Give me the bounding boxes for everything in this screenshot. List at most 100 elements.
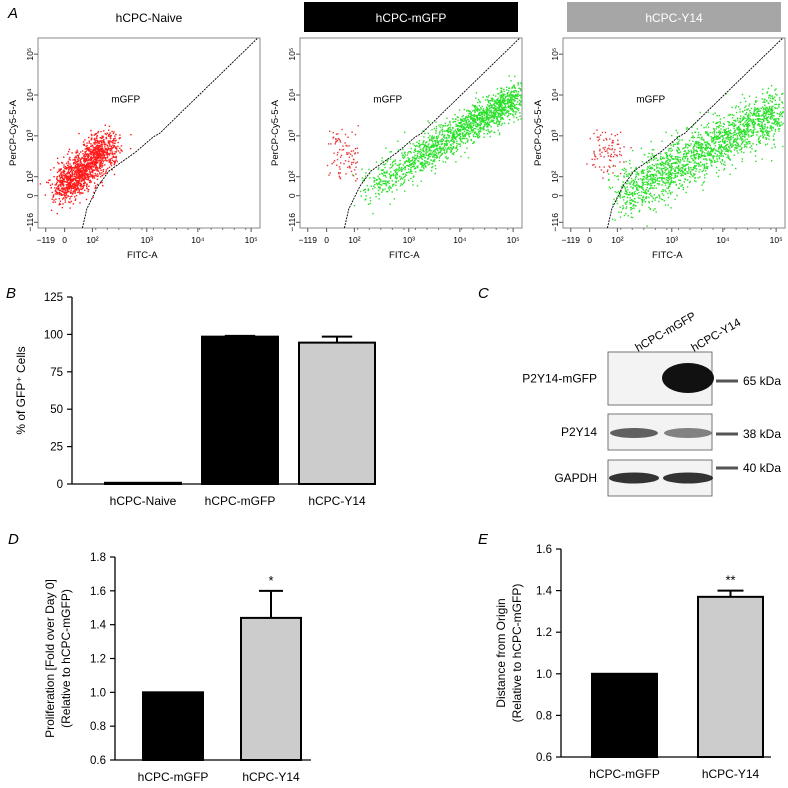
y-tick-label: 1.2 <box>90 654 106 666</box>
marker-label: 40 kDa <box>743 461 781 475</box>
y-tick-label: 0.6 <box>90 755 106 767</box>
flow-x-tick-label: 10⁴ <box>453 235 466 245</box>
flow-y-tick-label: 10² <box>550 170 560 182</box>
blot-row-label: P2Y14-mGFP <box>522 372 597 386</box>
flow-y-tick-label: 10⁵ <box>550 48 560 61</box>
flow-y-tick-label: 10⁵ <box>25 48 35 61</box>
panel-letter-d: D <box>8 531 19 548</box>
y-tick-label: 1.6 <box>90 586 106 598</box>
category-label: hCPC-Y14 <box>702 767 760 781</box>
flow-plot-frame <box>562 37 786 229</box>
y-axis-label: Distance from Origin <box>494 598 508 707</box>
flow-y-tick-label: 0 <box>25 193 35 198</box>
flow-plot: hCPC-Naive mGFP −119 0 10² 10³ 10⁴ 10⁵ −116 0 10² 1… <box>8 2 261 261</box>
blot-row-label: GAPDH <box>554 471 597 485</box>
flow-y-axis-label: PerCP-Cy5-5-A <box>270 99 281 166</box>
flow-plot: hCPC-mGFP mGFP −119 0 10² 10³ 10⁴ 10⁵ −116 0 10² 10… <box>270 2 523 261</box>
bar-chart-e: 0.6 0.8 1.0 1.2 1.4 1.6 Distance from Origin (R… <box>494 544 771 781</box>
category-label: hCPC-Y14 <box>308 494 366 508</box>
blot-band <box>663 472 713 484</box>
y-tick-label: 100 <box>44 329 63 341</box>
flow-y-tick-label: −116 <box>25 213 35 232</box>
category-label: hCPC-Y14 <box>242 770 300 784</box>
flow-x-tick-label: 10⁴ <box>191 235 204 245</box>
y-tick-label: 125 <box>44 292 63 304</box>
flow-x-tick-label: 10³ <box>666 235 678 245</box>
y-tick-label: 75 <box>50 367 63 379</box>
blot-band <box>662 363 714 393</box>
flow-plot-header <box>42 2 256 32</box>
flow-y-axis-label: PerCP-Cy5-5-A <box>8 99 19 166</box>
bar <box>697 595 764 759</box>
flow-x-axis-label: FITC-A <box>389 250 420 261</box>
bar-chart-panels: 0 25 50 75 100 125 % of GFP⁺ Cells hCPC-Naive hC… <box>14 292 771 784</box>
flow-x-tick-label: 10² <box>348 235 360 245</box>
panel-letter-b: B <box>6 285 16 302</box>
flow-y-tick-label: 10² <box>287 170 297 182</box>
panel-letter-c: C <box>478 285 489 302</box>
y-tick-label: 1.0 <box>90 687 106 699</box>
flow-y-tick-label: 0 <box>550 193 560 198</box>
flow-x-axis-label: FITC-A <box>127 250 158 261</box>
flow-y-tick-label: −116 <box>287 213 297 232</box>
y-tick-label: 25 <box>50 442 63 454</box>
category-label: hCPC-mGFP <box>138 770 209 784</box>
flow-y-tick-label: −116 <box>550 213 560 232</box>
flow-x-tick-label: 10⁴ <box>716 235 729 245</box>
flow-plot-title: hCPC-Y14 <box>645 11 703 25</box>
flow-events <box>39 124 132 215</box>
flow-y-tick-label: 10³ <box>550 130 560 142</box>
flow-gate-label: mGFP <box>111 95 140 106</box>
marker-label: 65 kDa <box>743 374 781 388</box>
y-axis-label: Proliferation [Fold over Day 0] <box>43 579 57 738</box>
flow-x-tick-label: −119 <box>562 235 581 245</box>
flow-x-tick-label: −119 <box>37 235 56 245</box>
lane-label: hCPC-Y14 <box>690 316 744 354</box>
category-label: hCPC-Naive <box>110 494 177 508</box>
flow-x-tick-label: 10³ <box>403 235 415 245</box>
lane-label: hCPC-mGFP <box>634 310 699 354</box>
bar-chart-d: 0.6 0.8 1.0 1.2 1.4 1.6 1.8 Proliferation [Fold… <box>43 552 311 784</box>
flow-x-tick-label: 10⁵ <box>770 235 783 245</box>
flow-gate-label: mGFP <box>373 95 402 106</box>
bar <box>201 335 279 486</box>
y-tick-label: 1.2 <box>536 627 552 639</box>
flow-y-tick-label: 10⁴ <box>550 88 560 101</box>
flow-plot-title: hCPC-Naive <box>116 11 183 25</box>
flow-x-tick-label: 10² <box>611 235 623 245</box>
y-tick-label: 0.6 <box>536 752 552 764</box>
flow-y-tick-label: 10³ <box>287 130 297 142</box>
flow-plot-frame <box>299 37 523 229</box>
flow-y-tick-label: 0 <box>287 193 297 198</box>
flow-y-tick-label: 10⁴ <box>25 88 35 101</box>
y-tick-label: 0.8 <box>536 710 552 722</box>
blot-band <box>610 428 658 438</box>
flow-x-tick-label: 0 <box>62 235 67 245</box>
y-tick-label: 1.0 <box>536 669 552 681</box>
flow-y-tick-label: 10² <box>25 170 35 182</box>
flow-x-axis-label: FITC-A <box>652 250 683 261</box>
flow-plot-frame <box>37 37 261 229</box>
bar <box>142 691 204 761</box>
y-axis-label-secondary: (Relative to hCPC-mGFP) <box>510 584 524 723</box>
significance-marker: * <box>268 573 273 588</box>
flow-x-tick-label: 0 <box>324 235 329 245</box>
blot-row-label: P2Y14 <box>561 425 597 439</box>
flow-plot-header <box>304 2 518 32</box>
bar <box>298 341 376 485</box>
bar-chart-b: 0 25 50 75 100 125 % of GFP⁺ Cells hCPC-Naive hC… <box>14 292 376 508</box>
bar <box>104 481 182 485</box>
y-tick-label: 1.4 <box>536 586 553 598</box>
flow-events <box>326 75 523 215</box>
category-label: hCPC-mGFP <box>205 494 276 508</box>
category-label: hCPC-mGFP <box>589 767 660 781</box>
flow-events <box>586 85 785 227</box>
flow-cytometry-panels: hCPC-Naive mGFP −119 0 10² 10³ 10⁴ 10⁵ −116 0 10² 1… <box>8 2 786 261</box>
panel-letter-a: A <box>7 5 18 22</box>
y-tick-label: 1.4 <box>90 620 107 632</box>
y-tick-label: 0 <box>57 479 63 491</box>
flow-x-tick-label: 10³ <box>141 235 153 245</box>
y-tick-label: 50 <box>50 404 63 416</box>
y-tick-label: 1.6 <box>536 544 552 556</box>
